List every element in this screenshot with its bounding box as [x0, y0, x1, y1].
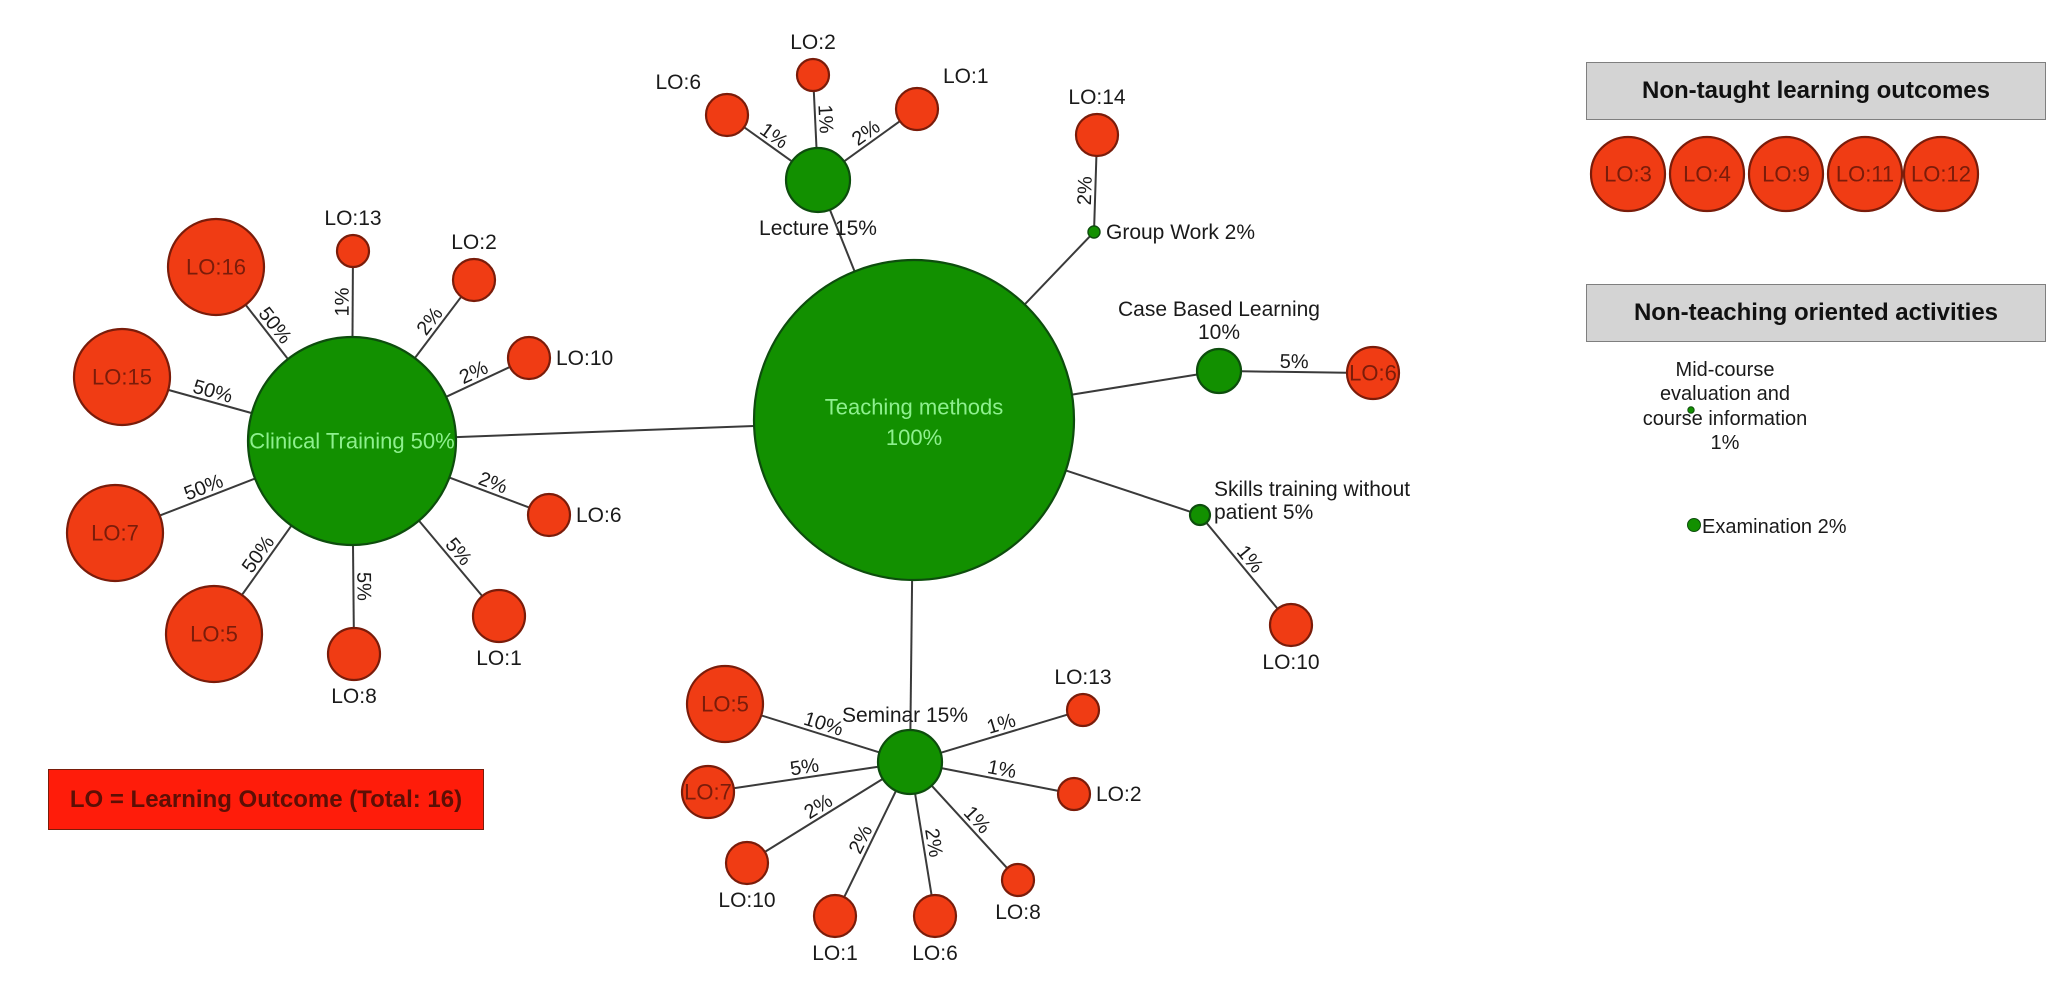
svg-text:Teaching methods: Teaching methods	[825, 394, 1004, 419]
svg-text:LO:5: LO:5	[701, 692, 749, 717]
svg-text:100%: 100%	[886, 425, 942, 450]
svg-text:LO:2: LO:2	[1096, 783, 1142, 806]
svg-text:LO:10: LO:10	[718, 889, 775, 912]
svg-text:2%: 2%	[456, 357, 492, 389]
svg-text:LO:4: LO:4	[1683, 162, 1731, 187]
svg-text:LO:8: LO:8	[995, 901, 1041, 924]
svg-text:50%: 50%	[181, 470, 226, 505]
svg-text:LO:6: LO:6	[912, 942, 958, 965]
svg-text:Clinical Training 50%: Clinical Training 50%	[249, 429, 454, 454]
svg-text:Seminar 15%: Seminar 15%	[842, 704, 968, 727]
svg-text:LO:1: LO:1	[943, 65, 989, 88]
svg-text:LO:6: LO:6	[655, 71, 701, 94]
svg-text:1%: 1%	[756, 119, 792, 154]
svg-text:2%: 2%	[845, 822, 878, 858]
svg-text:LO:13: LO:13	[324, 207, 381, 230]
svg-text:1%: 1%	[959, 802, 995, 838]
svg-text:Skills training without: Skills training without	[1214, 478, 1410, 501]
svg-text:5%: 5%	[352, 572, 374, 601]
svg-text:50%: 50%	[190, 376, 235, 408]
svg-text:LO:5: LO:5	[190, 622, 238, 647]
svg-text:LO:2: LO:2	[790, 31, 836, 54]
svg-text:LO:15: LO:15	[92, 365, 152, 390]
svg-text:2%: 2%	[413, 303, 448, 339]
svg-text:1%: 1%	[332, 287, 354, 316]
svg-text:LO:10: LO:10	[556, 347, 613, 370]
svg-text:LO:1: LO:1	[476, 647, 522, 670]
svg-text:2%: 2%	[1074, 176, 1097, 206]
svg-text:LO:6: LO:6	[1349, 361, 1397, 386]
svg-text:2%: 2%	[475, 468, 510, 499]
svg-text:LO:12: LO:12	[1911, 162, 1971, 187]
svg-text:1%: 1%	[986, 756, 1019, 783]
svg-text:1%: 1%	[984, 709, 1018, 738]
svg-text:LO:7: LO:7	[91, 521, 139, 546]
svg-text:5%: 5%	[1280, 351, 1309, 373]
svg-text:LO:9: LO:9	[1762, 162, 1810, 187]
svg-text:LO:7: LO:7	[684, 780, 732, 805]
svg-text:5%: 5%	[441, 534, 477, 570]
svg-text:1%: 1%	[1232, 541, 1268, 577]
svg-text:1%: 1%	[813, 104, 836, 134]
svg-text:50%: 50%	[238, 532, 279, 578]
svg-text:LO:10: LO:10	[1262, 651, 1319, 674]
svg-text:LO:11: LO:11	[1836, 162, 1894, 187]
svg-text:LO:3: LO:3	[1604, 162, 1652, 187]
svg-text:2%: 2%	[800, 790, 836, 824]
svg-text:5%: 5%	[789, 754, 821, 780]
svg-text:2%: 2%	[848, 116, 884, 151]
svg-text:LO:13: LO:13	[1054, 666, 1111, 689]
svg-text:LO:16: LO:16	[186, 255, 246, 280]
svg-text:Lecture 15%: Lecture 15%	[759, 217, 877, 240]
svg-text:LO:6: LO:6	[576, 504, 622, 527]
svg-text:Case Based Learning: Case Based Learning	[1118, 298, 1320, 321]
svg-text:Group Work 2%: Group Work 2%	[1106, 221, 1255, 244]
svg-text:patient 5%: patient 5%	[1214, 501, 1313, 524]
svg-text:10%: 10%	[1198, 321, 1240, 344]
svg-text:LO:8: LO:8	[331, 685, 377, 708]
svg-text:50%: 50%	[254, 303, 296, 348]
svg-text:LO:14: LO:14	[1068, 86, 1126, 109]
svg-text:LO:1: LO:1	[812, 942, 858, 965]
svg-text:10%: 10%	[801, 708, 846, 741]
svg-text:LO:2: LO:2	[451, 231, 497, 254]
svg-text:2%: 2%	[920, 827, 946, 859]
